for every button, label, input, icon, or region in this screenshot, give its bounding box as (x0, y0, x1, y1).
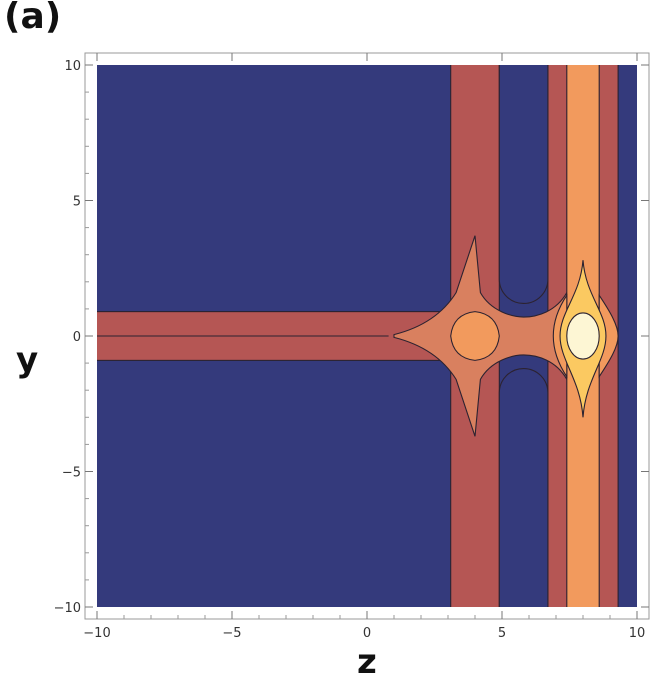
x-tick-label: −5 (222, 626, 241, 641)
y-tick-label: −10 (54, 601, 81, 616)
lower-hole (498, 368, 549, 607)
y-axis-ticks: −10 −5 0 5 10 (54, 59, 649, 616)
y-tick-label: 0 (73, 330, 81, 345)
x-tick-label: 5 (498, 626, 506, 641)
x-tick-label: −10 (83, 626, 110, 641)
contour-regions (97, 65, 637, 607)
x-tick-label: 0 (363, 626, 371, 641)
x-tick-label: 10 (629, 626, 646, 641)
panel-label: (a) (4, 0, 62, 37)
x-axis-ticks: −10 −5 0 5 10 (83, 53, 645, 641)
upper-hole (498, 65, 549, 304)
x-axis-label: z (357, 642, 377, 682)
y-tick-label: 10 (64, 59, 81, 74)
y-axis-label: y (16, 340, 39, 380)
node-1 (450, 311, 500, 361)
y-tick-label: −5 (62, 466, 81, 481)
inner-junction-right (598, 293, 619, 379)
node-2-inner (566, 312, 600, 360)
y-tick-label: 5 (73, 195, 81, 210)
